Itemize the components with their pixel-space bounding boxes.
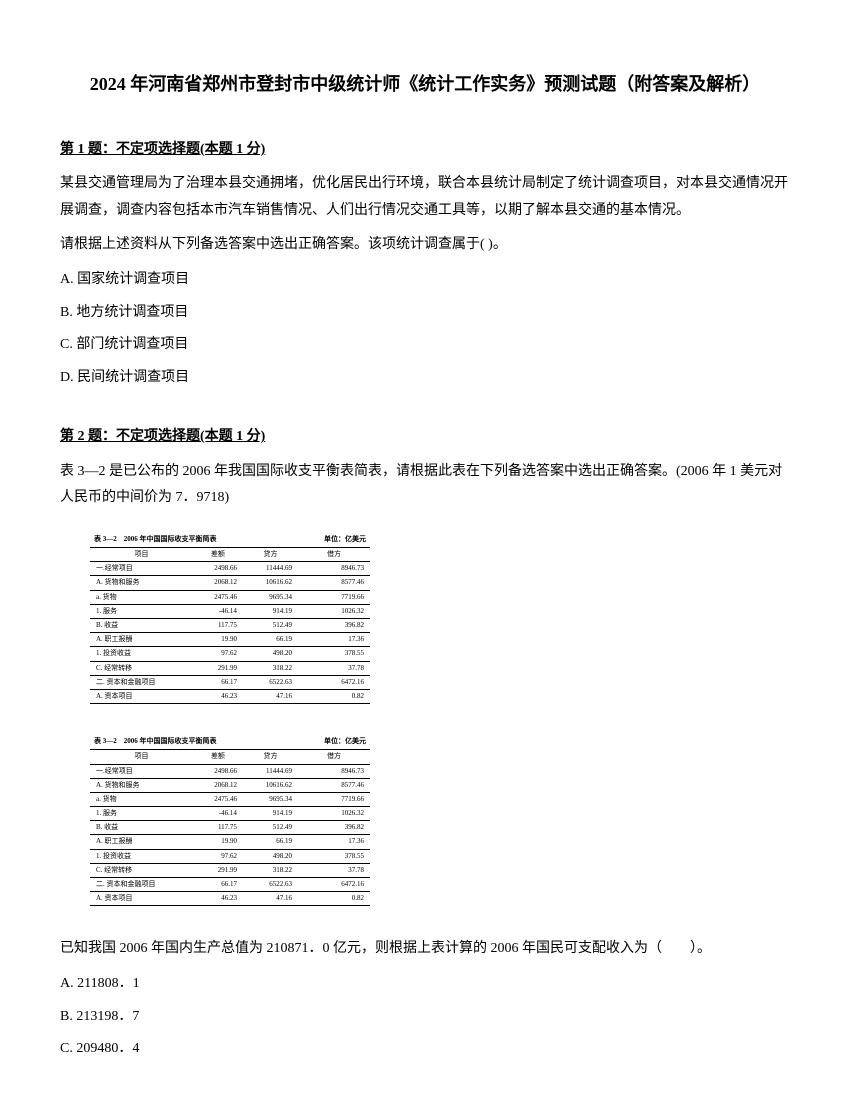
q1-option-b: B. 地方统计调查项目 [60,300,790,327]
table-row: 一.经常项目2498.6611444.698946.73 [90,764,370,778]
question-1: 第 1 题：不定项选择题(本题 1 分) 某县交通管理局为了治理本县交通拥堵，优… [60,139,790,392]
table-row: A. 货物和服务2068.1210616.628577.46 [90,778,370,792]
q2-header: 第 2 题：不定项选择题(本题 1 分) [60,426,790,448]
table-row: 1. 投资收益97.62498.20378.55 [90,849,370,863]
table-row: 二. 资本和金融项目66.176522.636472.16 [90,675,370,689]
q2-option-c: C. 209480．4 [60,1036,790,1063]
table-row: B. 收益117.75512.49396.82 [90,619,370,633]
table-header: 差额 [193,750,243,764]
table-row: 1. 服务-46.14914.191026.32 [90,604,370,618]
q2-body1: 表 3—2 是已公布的 2006 年我国国际收支平衡表简表，请根据此表在下列备选… [60,459,790,512]
q1-body1: 某县交通管理局为了治理本县交通拥堵，优化居民出行环境，联合本县统计局制定了统计调… [60,171,790,224]
table-2: 表 3—2 2006 年中国国际收支平衡简表 单位：亿美元 项目 差额 贷方 借… [60,734,790,906]
q1-option-d: D. 民间统计调查项目 [60,365,790,392]
q2-option-a: A. 211808．1 [60,971,790,998]
table-row: A. 资本项目46.2347.160.82 [90,892,370,906]
table-row: A. 职工报酬19.9066.1917.36 [90,633,370,647]
table-row: 一.经常项目2498.6611444.698946.73 [90,562,370,576]
q1-body2: 请根据上述资料从下列备选答案中选出正确答案。该项统计调查属于( )。 [60,232,790,259]
table-header: 贷方 [243,750,298,764]
table-header: 差额 [193,548,243,562]
table-row: C. 经常转移291.99318.2237.78 [90,863,370,877]
table-row: 1. 服务-46.14914.191026.32 [90,807,370,821]
table-header-row: 项目 差额 贷方 借方 [90,548,370,562]
table-row: C. 经常转移291.99318.2237.78 [90,661,370,675]
balance-table-2: 表 3—2 2006 年中国国际收支平衡简表 单位：亿美元 项目 差额 贷方 借… [90,734,370,906]
q1-option-a: A. 国家统计调查项目 [60,267,790,294]
table-row: A. 职工报酬19.9066.1917.36 [90,835,370,849]
table-title: 表 3—2 2006 年中国国际收支平衡简表 [90,734,298,750]
table-header: 借方 [298,750,370,764]
table-row: B. 收益117.75512.49396.82 [90,821,370,835]
question-2: 第 2 题：不定项选择题(本题 1 分) 表 3—2 是已公布的 2006 年我… [60,426,790,1062]
q1-option-c: C. 部门统计调查项目 [60,332,790,359]
table-unit: 单位：亿美元 [298,734,370,750]
table-row: 1. 投资收益97.62498.20378.55 [90,647,370,661]
table-header: 项目 [90,750,193,764]
table-header-row: 项目 差额 贷方 借方 [90,750,370,764]
table-row: a. 货物2475.469695.347719.66 [90,590,370,604]
document-title: 2024 年河南省郑州市登封市中级统计师《统计工作实务》预测试题（附答案及解析） [60,70,790,99]
table-row: a. 货物2475.469695.347719.66 [90,792,370,806]
table-unit: 单位：亿美元 [298,532,370,548]
table-row: 二. 资本和金融项目66.176522.636472.16 [90,878,370,892]
q2-option-b: B. 213198．7 [60,1004,790,1031]
table-row: A. 资本项目46.2347.160.82 [90,689,370,703]
table-header: 项目 [90,548,193,562]
table-header: 贷方 [243,548,298,562]
table-header: 借方 [298,548,370,562]
table-1: 表 3—2 2006 年中国国际收支平衡简表 单位：亿美元 项目 差额 贷方 借… [60,532,790,704]
q1-header: 第 1 题：不定项选择题(本题 1 分) [60,139,790,161]
balance-table-1: 表 3—2 2006 年中国国际收支平衡简表 单位：亿美元 项目 差额 贷方 借… [90,532,370,704]
table-row: A. 货物和服务2068.1210616.628577.46 [90,576,370,590]
table-title: 表 3—2 2006 年中国国际收支平衡简表 [90,532,298,548]
q2-body2: 已知我国 2006 年国内生产总值为 210871．0 亿元，则根据上表计算的 … [60,936,790,963]
